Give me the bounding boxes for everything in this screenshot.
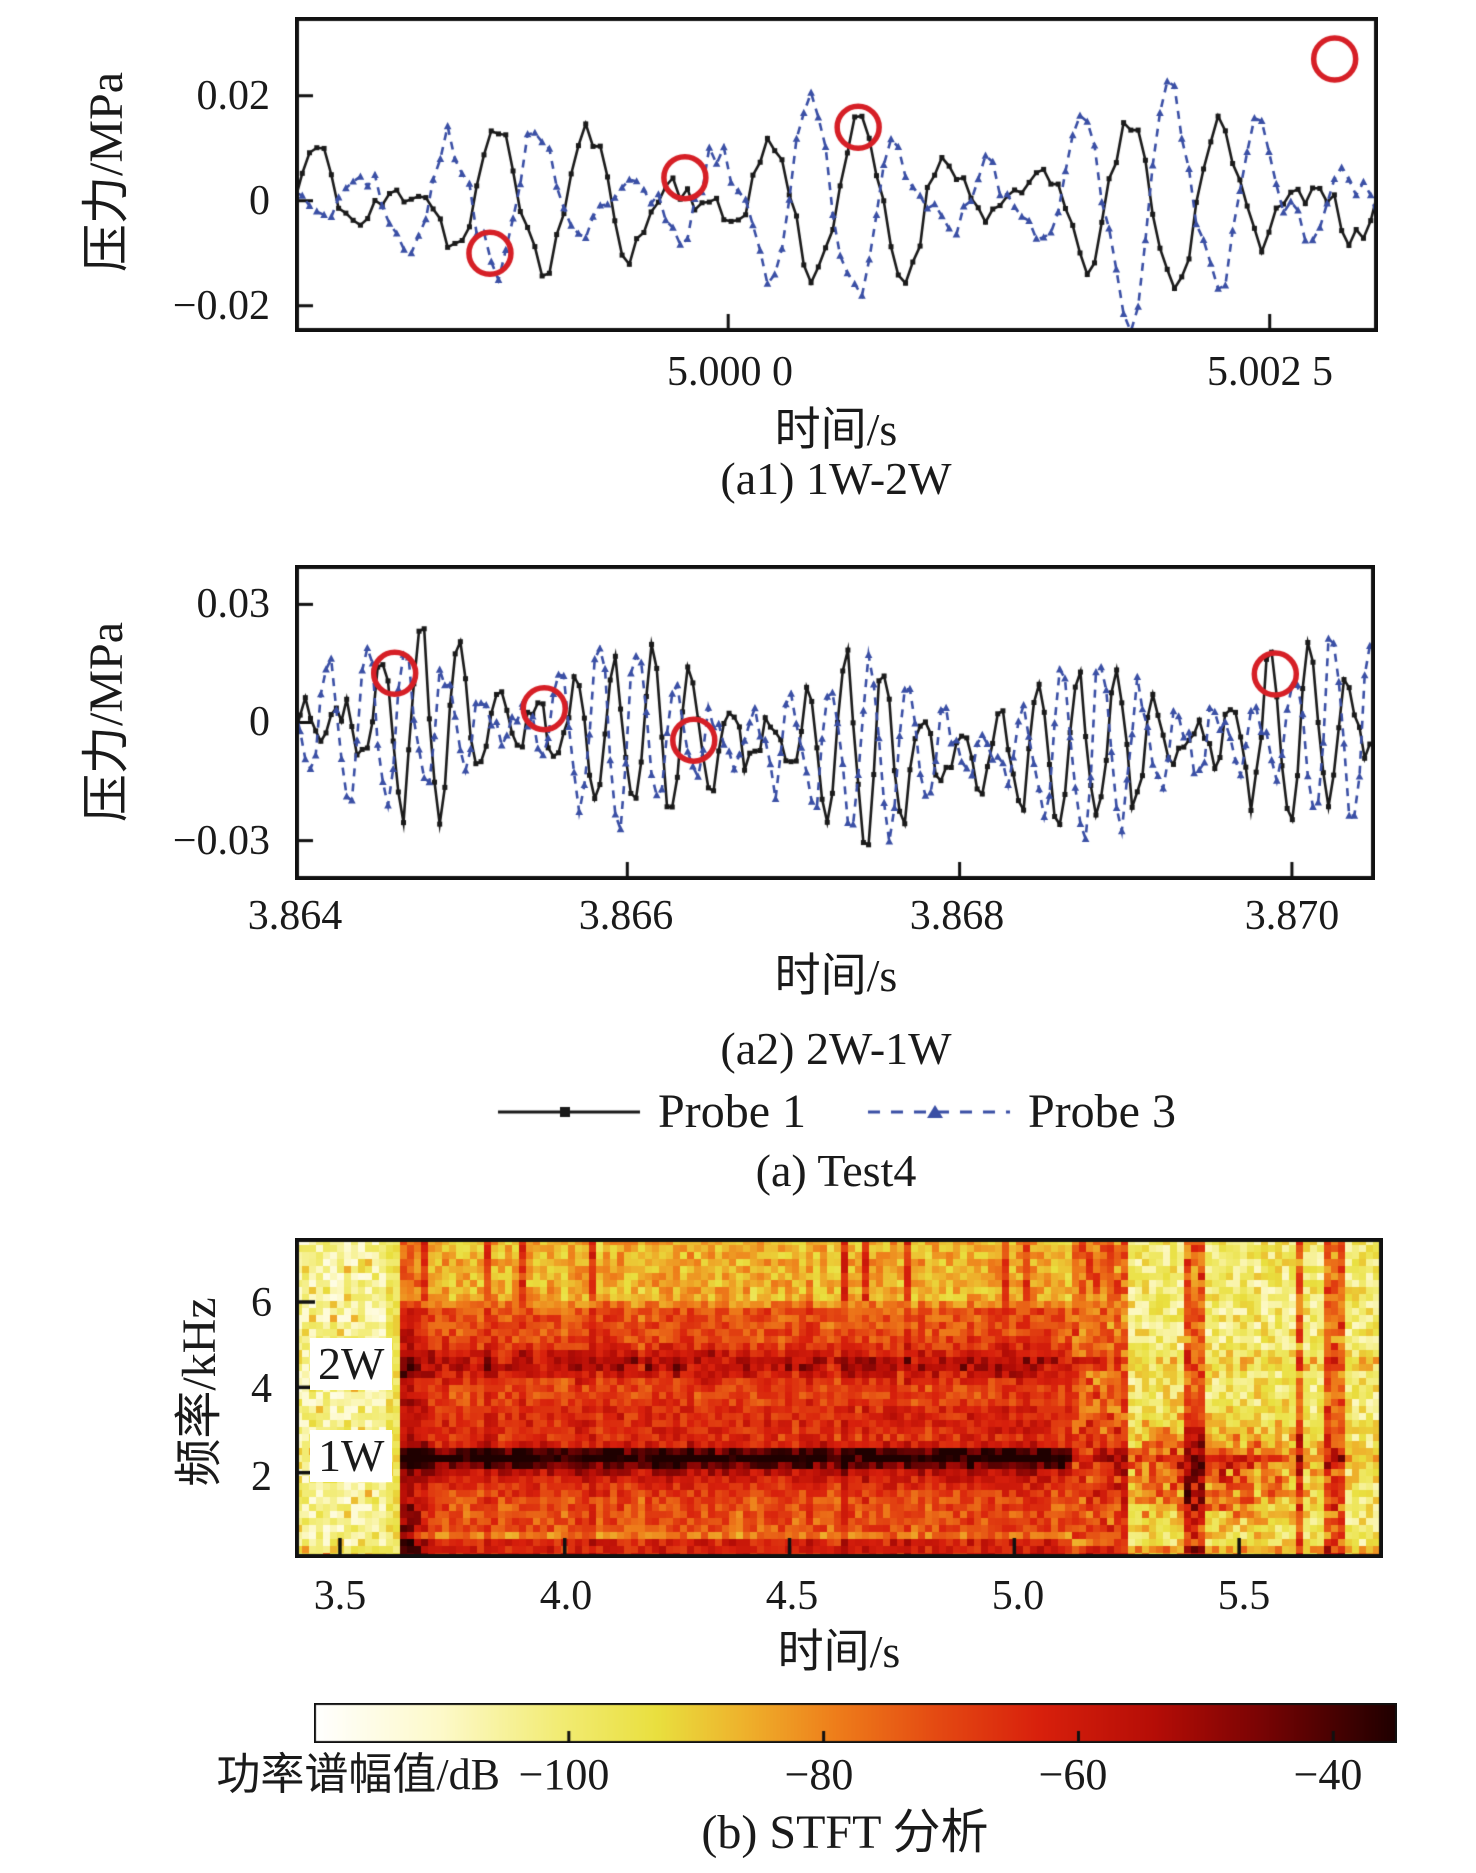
colorbar-label: 功率谱幅值/dB [216, 1750, 500, 1799]
probe1-line-swatch [494, 1097, 645, 1127]
b-caption: (b) STFT 分析 [701, 1806, 989, 1859]
stft-band-label-1w: 1W [310, 1430, 393, 1482]
stft-ytick-label: 6 [251, 1280, 272, 1326]
a2-waveform-plot [295, 565, 1375, 880]
colorbar-tick-label: −80 [784, 1750, 854, 1799]
colorbar-tick-label: −100 [518, 1750, 610, 1799]
stft-xtick-label: 4.5 [765, 1573, 819, 1619]
colorbar-tick-label: −60 [1038, 1750, 1108, 1799]
a1-ytick-label: 0.02 [196, 73, 271, 119]
stft-xtick-label: 5.0 [991, 1573, 1045, 1619]
a2-xtick-label: 3.866 [578, 893, 674, 939]
a2-xtick-label: 3.870 [1244, 893, 1340, 939]
group-a-caption: (a) Test4 [755, 1145, 917, 1196]
a1-x-axis-label: 时间/s [774, 404, 898, 455]
a2-caption: (a2) 2W-1W [720, 1023, 952, 1074]
stft-x-axis-label: 时间/s [777, 1626, 901, 1677]
a1-xtick-label: 5.000 0 [667, 349, 793, 395]
a1-caption: (a1) 1W-2W [720, 453, 952, 504]
a2-ytick-label: 0.03 [196, 581, 271, 627]
legend-label-probe3: Probe 3 [1028, 1085, 1176, 1138]
probe3-line-swatch [864, 1097, 1014, 1127]
power-spectrum-colorbar [314, 1703, 1397, 1743]
a2-x-axis-label: 时间/s [774, 950, 898, 1001]
legend: Probe 1 Probe 3 [295, 1082, 1375, 1142]
a2-xtick-label: 3.868 [909, 893, 1005, 939]
colorbar-tick-label: −40 [1293, 1750, 1363, 1799]
stft-xtick-label: 4.0 [539, 1573, 593, 1619]
stft-xtick-label: 3.5 [313, 1573, 367, 1619]
stft-ytick-label: 2 [251, 1454, 272, 1500]
a2-ytick-label: −0.03 [172, 818, 270, 864]
stft-band-label-2w: 2W [310, 1338, 393, 1390]
a1-ytick-label: −0.02 [172, 283, 270, 329]
a1-waveform-plot [295, 17, 1378, 332]
stft-ytick-label: 4 [251, 1366, 272, 1412]
stft-xtick-label: 5.5 [1217, 1573, 1271, 1619]
a1-xtick-label: 5.002 5 [1207, 349, 1333, 395]
a2-ytick-label: 0 [249, 699, 270, 745]
legend-label-probe1: Probe 1 [658, 1085, 806, 1138]
a1-ytick-label: 0 [249, 178, 270, 224]
stft-spectrogram [295, 1238, 1383, 1558]
a2-xtick-label: 3.864 [247, 893, 343, 939]
